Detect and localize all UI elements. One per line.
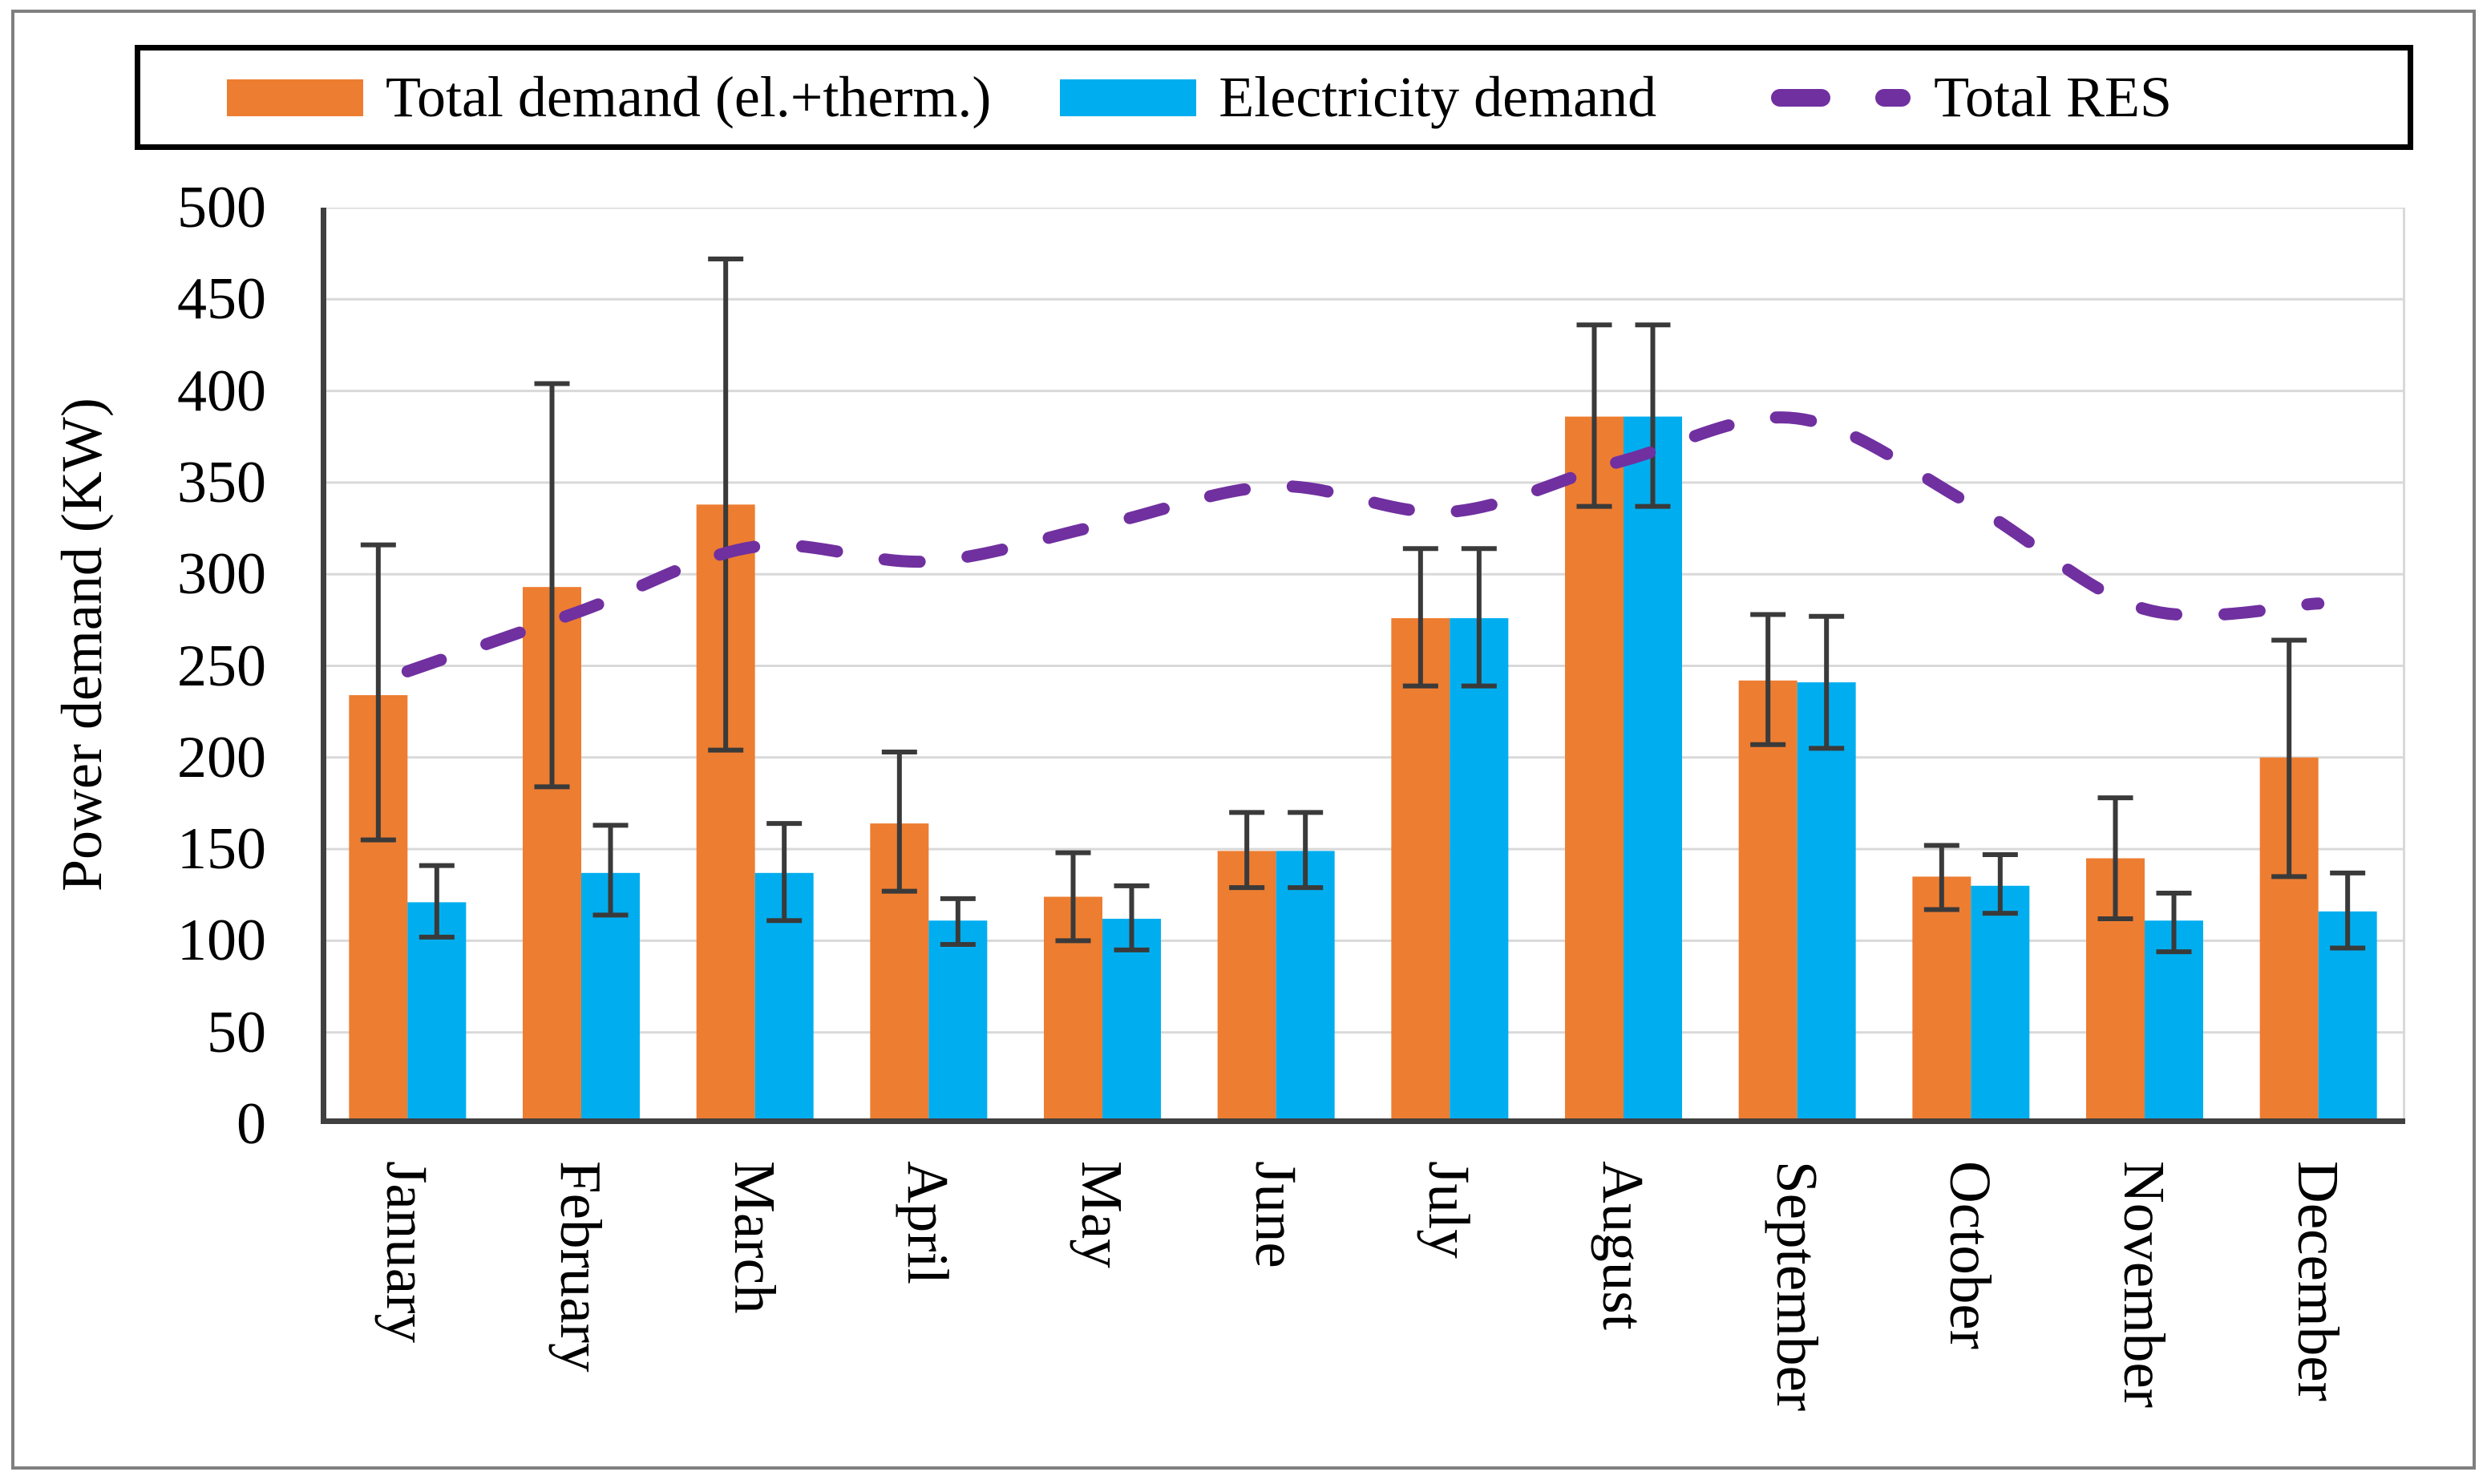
bar-electricity-demand-October bbox=[1971, 885, 2030, 1124]
x-axis-label-August: August bbox=[1591, 1161, 1656, 1330]
x-axis-label-May: May bbox=[1070, 1161, 1134, 1268]
x-axis-label-July: July bbox=[1417, 1161, 1482, 1259]
y-tick-label-150: 150 bbox=[177, 816, 266, 883]
legend-label-total-demand: Total demand (el.+therm.) bbox=[386, 65, 992, 129]
x-axis-label-November: November bbox=[2112, 1161, 2177, 1409]
x-axis-label-January: January bbox=[374, 1161, 440, 1344]
bar-electricity-demand-September bbox=[1797, 682, 1856, 1124]
x-axis-labels: January February March April May June July Augu… bbox=[321, 1124, 2405, 1481]
bar-total-demand-June bbox=[1217, 851, 1276, 1124]
y-tick-label-400: 400 bbox=[177, 358, 266, 424]
y-axis-tick-labels: 0 50 100 150 200 250 300 350 400 450 500 bbox=[0, 176, 266, 1156]
y-tick-label-200: 200 bbox=[177, 724, 266, 791]
bar-total-demand-September bbox=[1738, 680, 1798, 1124]
y-tick-label-0: 0 bbox=[237, 1091, 266, 1157]
x-axis-label-February: February bbox=[548, 1161, 613, 1373]
total-res-line bbox=[401, 411, 2325, 677]
legend-item-electricity-demand: Electricity demand bbox=[1060, 64, 1656, 131]
bar-electricity-demand-April bbox=[928, 920, 988, 1124]
bar-total-demand-August bbox=[1565, 416, 1624, 1124]
y-tick-label-500: 500 bbox=[177, 175, 266, 241]
legend: Total demand (el.+therm.) Electricity de… bbox=[135, 45, 2413, 150]
legend-swatch-total-demand bbox=[227, 79, 363, 116]
bar-total-demand-July bbox=[1391, 618, 1450, 1124]
x-axis-label-March: March bbox=[722, 1161, 787, 1314]
y-tick-label-300: 300 bbox=[177, 541, 266, 608]
legend-label-electricity-demand: Electricity demand bbox=[1219, 65, 1657, 129]
bar-electricity-demand-November bbox=[2145, 920, 2203, 1124]
y-tick-label-450: 450 bbox=[177, 266, 266, 333]
bar-electricity-demand-August bbox=[1624, 416, 1682, 1124]
x-axis-label-October: October bbox=[1938, 1161, 2004, 1350]
legend-item-total-demand: Total demand (el.+therm.) bbox=[227, 64, 991, 131]
y-tick-label-250: 250 bbox=[177, 633, 266, 699]
legend-swatch-electricity-demand bbox=[1060, 79, 1197, 116]
plot-area bbox=[321, 208, 2405, 1124]
legend-dashed-line-icon bbox=[1771, 88, 1911, 107]
legend-item-total-res: Total RES bbox=[1770, 64, 2172, 131]
x-axis-label-April: April bbox=[896, 1161, 961, 1285]
x-axis-label-December: December bbox=[2285, 1161, 2351, 1401]
x-axis-label-September: September bbox=[1764, 1161, 1830, 1412]
bar-electricity-demand-July bbox=[1450, 618, 1509, 1124]
legend-label-total-res: Total RES bbox=[1934, 65, 2173, 129]
y-tick-label-100: 100 bbox=[177, 908, 266, 974]
x-axis-label-June: June bbox=[1243, 1161, 1308, 1268]
bar-total-demand-October bbox=[1912, 876, 1971, 1124]
y-tick-label-50: 50 bbox=[207, 999, 266, 1065]
bar-electricity-demand-June bbox=[1276, 851, 1335, 1124]
bar-electricity-demand-May bbox=[1102, 918, 1161, 1124]
y-tick-label-350: 350 bbox=[177, 449, 266, 516]
